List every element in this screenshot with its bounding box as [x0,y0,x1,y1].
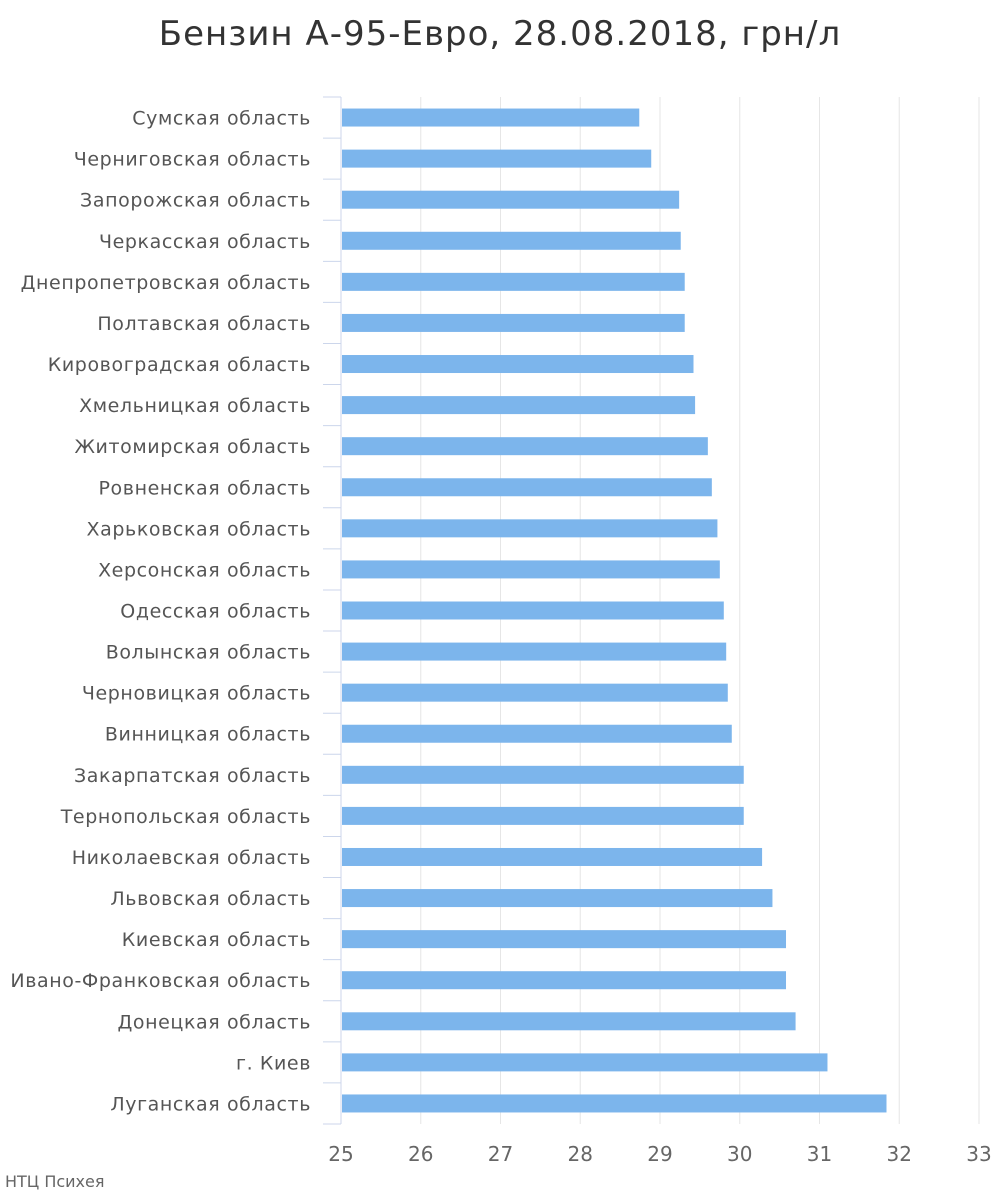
category-label: Хмельницкая область [79,395,311,417]
x-tick-label: 26 [408,1142,433,1166]
category-label: Полтавская область [97,313,311,335]
x-tick-label: 32 [887,1142,912,1166]
bar [342,355,694,374]
category-label: Ровненская область [99,477,312,499]
bar [342,108,640,127]
category-label: Львовская область [110,888,311,910]
bar [342,1053,828,1072]
bar [342,642,727,661]
x-tick-label: 31 [807,1142,832,1166]
bar [342,724,732,743]
bars [342,108,887,1113]
source-credit: НТЦ Психея [5,1172,105,1191]
category-labels: Сумская область Черниговская область Запор… [10,108,312,1116]
bar [342,560,720,579]
value-axis-labels: 25 26 27 28 29 30 31 32 33 [328,1142,991,1166]
bar [342,683,728,702]
bar [342,971,787,990]
bar [342,272,685,291]
category-label: Сумская область [132,108,311,130]
category-label: Запорожская область [80,190,311,212]
bar [342,519,718,538]
category-label: г. Киев [236,1052,311,1074]
category-label: Житомирская область [74,436,311,458]
bar [342,437,708,456]
bar [342,930,787,949]
category-label: Киевская область [122,929,311,951]
category-label: Волынская область [106,642,311,664]
category-axis [323,96,342,1125]
category-label: Херсонская область [98,559,311,581]
category-label: Ивано-Франковская область [10,970,311,992]
category-label: Одесская область [120,601,311,623]
chart-title: Бензин А-95-Евро, 28.08.2018, грн/л [158,14,842,54]
x-tick-label: 29 [647,1142,672,1166]
bar [342,601,724,620]
bar [342,149,652,168]
bar [342,478,712,497]
bar [342,396,696,415]
category-label: Черниговская область [74,149,311,171]
x-tick-label: 30 [727,1142,752,1166]
bar [342,1012,796,1031]
bar [342,231,681,250]
bar [342,806,744,825]
x-tick-label: 28 [568,1142,593,1166]
category-label: Днепропетровская область [21,272,311,294]
category-label: Харьковская область [87,518,312,540]
category-label: Черкасская область [99,231,311,253]
category-label: Луганская область [110,1093,311,1115]
bar [342,313,685,332]
category-label: Винницкая область [105,724,311,746]
category-label: Кировоградская область [48,354,311,376]
category-label: Тернопольская область [60,806,311,828]
bar [342,889,773,908]
category-label: Николаевская область [72,847,311,869]
category-label: Закарпатская область [74,765,311,787]
category-label: Черновицкая область [82,683,311,705]
bar [342,765,744,784]
x-tick-label: 25 [328,1142,353,1166]
x-tick-label: 33 [966,1142,991,1166]
bar [342,847,763,866]
bar [342,190,680,209]
category-label: Донецкая область [117,1011,311,1033]
x-tick-label: 27 [488,1142,513,1166]
bar [342,1094,887,1113]
